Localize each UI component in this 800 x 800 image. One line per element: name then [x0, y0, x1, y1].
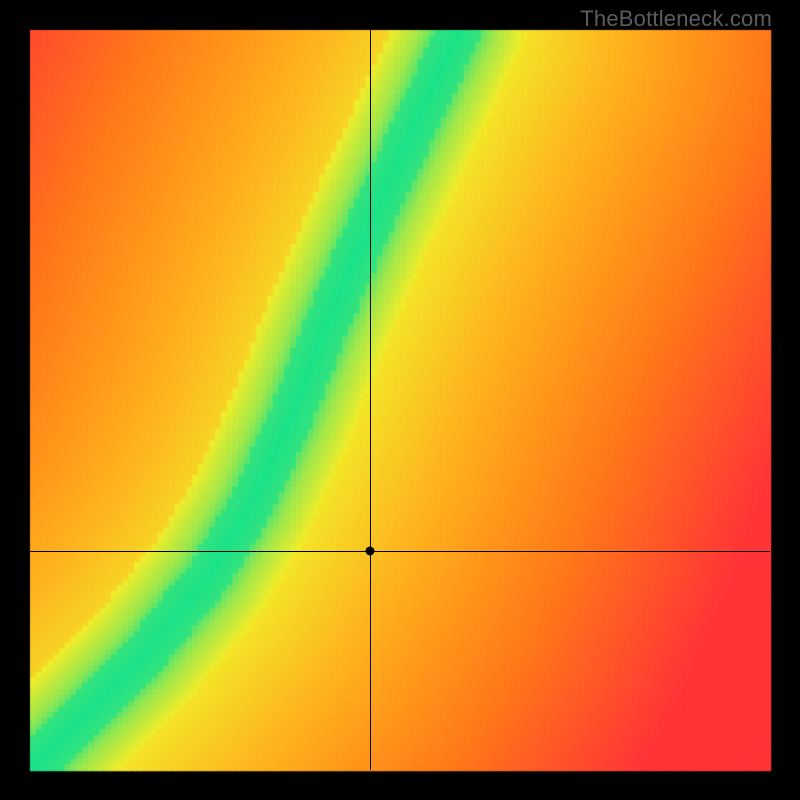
- root: TheBottleneck.com: [0, 0, 800, 800]
- watermark-text: TheBottleneck.com: [580, 6, 772, 32]
- heatmap-canvas: [0, 0, 800, 800]
- crosshair-dot: [365, 546, 374, 555]
- crosshair-vertical: [370, 30, 371, 770]
- crosshair-horizontal: [30, 551, 770, 552]
